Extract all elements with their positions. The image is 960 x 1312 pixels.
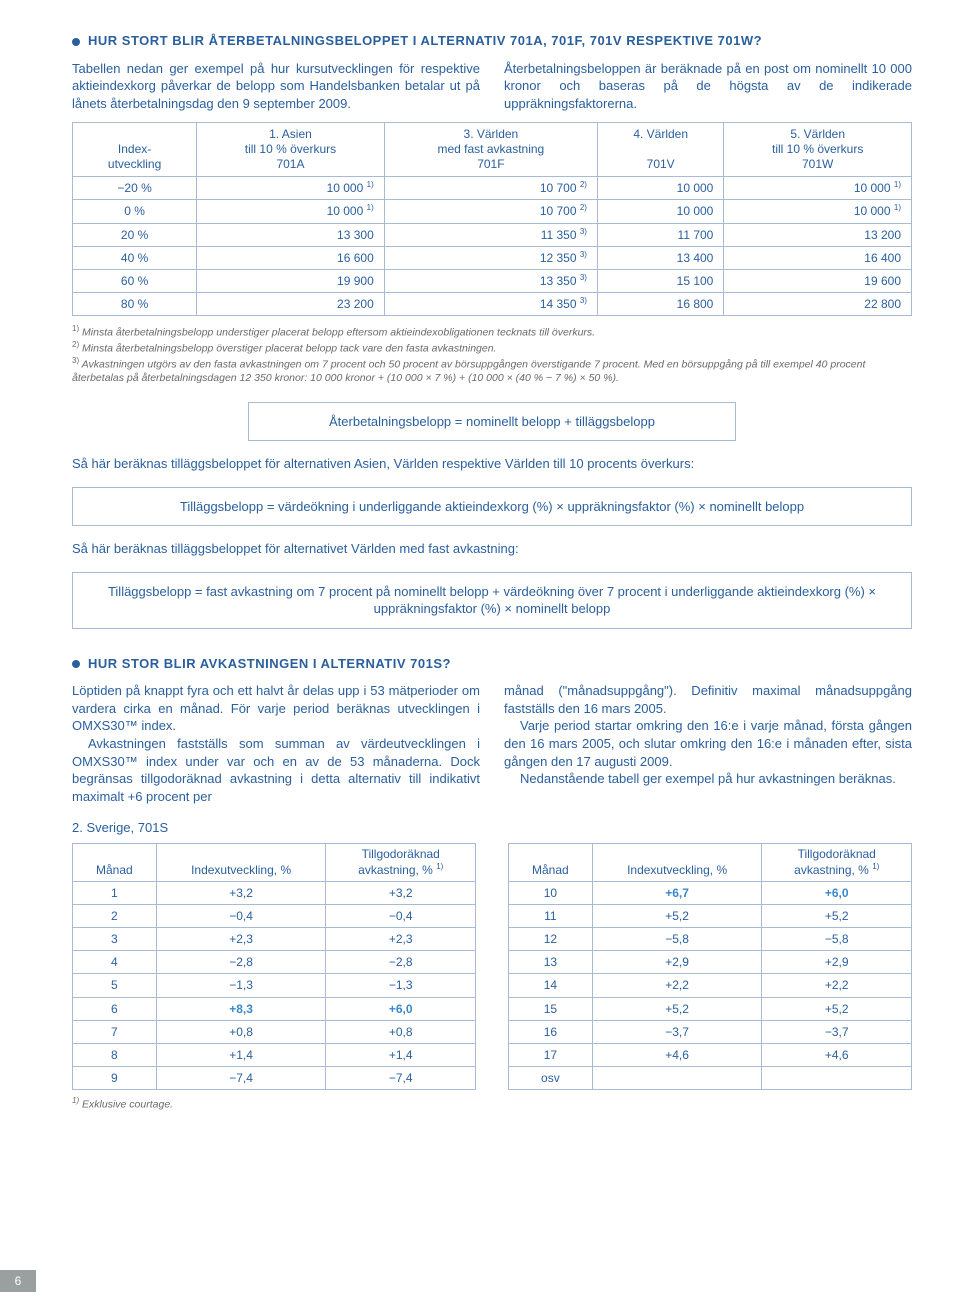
table-row: 14+2,2+2,2 bbox=[509, 974, 912, 997]
formula-box-1: Återbetalningsbelopp = nominellt belopp … bbox=[248, 402, 735, 442]
body2-columns: Löptiden på knappt fyra och ett halvt år… bbox=[72, 682, 912, 805]
table-row: 1+3,2+3,2 bbox=[73, 881, 476, 904]
monthly-tables-row: MånadIndexutveckling, %Tillgodoräknadavk… bbox=[72, 843, 912, 1091]
table-row: 15+5,2+5,2 bbox=[509, 997, 912, 1020]
table2-footnote: 1) Exklusive courtage. bbox=[72, 1096, 912, 1112]
table1-header: 4. Världen701V bbox=[597, 123, 723, 177]
table-row: 5−1,3−1,3 bbox=[73, 974, 476, 997]
monthly-table-left: MånadIndexutveckling, %Tillgodoräknadavk… bbox=[72, 843, 476, 1091]
intro-right: Återbetalningsbeloppen är beräknade på e… bbox=[504, 60, 912, 113]
table-row: 2−0,4−0,4 bbox=[73, 904, 476, 927]
page-number: 6 bbox=[0, 1270, 36, 1292]
table-row: 7+0,8+0,8 bbox=[73, 1020, 476, 1043]
table-row: 13+2,9+2,9 bbox=[509, 951, 912, 974]
body2-right-1: månad ("månadsuppgång"). Definitiv maxim… bbox=[504, 682, 912, 717]
table2-header: Tillgodoräknadavkastning, % 1) bbox=[326, 843, 476, 881]
repayment-table: Index-utveckling1. Asientill 10 % överku… bbox=[72, 122, 912, 316]
body2-right-2: Varje period startar omkring den 16:e i … bbox=[504, 717, 912, 770]
table-row: 12−5,8−5,8 bbox=[509, 928, 912, 951]
table1-header: 5. Världentill 10 % överkurs701W bbox=[724, 123, 912, 177]
table2-header: Månad bbox=[509, 843, 593, 881]
table-row: 4−2,8−2,8 bbox=[73, 951, 476, 974]
intro-left: Tabellen nedan ger exempel på hur kursut… bbox=[72, 60, 480, 113]
table1-header: 3. Världenmed fast avkastning701F bbox=[384, 123, 597, 177]
formula-box-2: Tilläggsbelopp = värdeökning i underligg… bbox=[72, 487, 912, 527]
table-row: −20 %10 000 1)10 700 2)10 00010 000 1) bbox=[73, 177, 912, 200]
table-row: 10+6,7+6,0 bbox=[509, 881, 912, 904]
table-row: 20 %13 30011 350 3)11 70013 200 bbox=[73, 223, 912, 246]
table2-header: Indexutveckling, % bbox=[156, 843, 326, 881]
body2-right-3: Nedanstående tabell ger exempel på hur a… bbox=[504, 770, 912, 788]
table-row: 3+2,3+2,3 bbox=[73, 928, 476, 951]
table-row: 8+1,4+1,4 bbox=[73, 1044, 476, 1067]
table-row: 60 %19 90013 350 3)15 10019 600 bbox=[73, 269, 912, 292]
body2-left-1: Löptiden på knappt fyra och ett halvt år… bbox=[72, 682, 480, 735]
table2-header: Tillgodoräknadavkastning, % 1) bbox=[762, 843, 912, 881]
table-row: 80 %23 20014 350 3)16 80022 800 bbox=[73, 293, 912, 316]
table-row: 0 %10 000 1)10 700 2)10 00010 000 1) bbox=[73, 200, 912, 223]
table2-caption: 2. Sverige, 701S bbox=[72, 819, 912, 837]
table-row: 6+8,3+6,0 bbox=[73, 997, 476, 1020]
table-row: 17+4,6+4,6 bbox=[509, 1044, 912, 1067]
table-row: 16−3,7−3,7 bbox=[509, 1020, 912, 1043]
table2-header: Indexutveckling, % bbox=[592, 843, 762, 881]
section-heading-2: HUR STOR BLIR AVKASTNINGEN I ALTERNATIV … bbox=[72, 655, 912, 673]
lead-text-2: Så här beräknas tilläggsbeloppet för alt… bbox=[72, 540, 912, 558]
table1-header: Index-utveckling bbox=[73, 123, 197, 177]
table2-header: Månad bbox=[73, 843, 157, 881]
lead-text-1: Så här beräknas tilläggsbeloppet för alt… bbox=[72, 455, 912, 473]
table-row: osv bbox=[509, 1067, 912, 1090]
table1-header: 1. Asientill 10 % överkurs701A bbox=[197, 123, 385, 177]
table-row: 11+5,2+5,2 bbox=[509, 904, 912, 927]
section-heading-1: HUR STORT BLIR ÅTERBETALNINGSBELOPPET I … bbox=[72, 32, 912, 50]
formula-box-3: Tilläggsbelopp = fast avkastning om 7 pr… bbox=[72, 572, 912, 629]
table-row: 40 %16 60012 350 3)13 40016 400 bbox=[73, 246, 912, 269]
table1-footnotes: 1) Minsta återbetalningsbelopp understig… bbox=[72, 324, 912, 385]
body2-left-2: Avkastningen fastställs som summan av vä… bbox=[72, 735, 480, 805]
monthly-table-right: MånadIndexutveckling, %Tillgodoräknadavk… bbox=[508, 843, 912, 1091]
table-row: 9−7,4−7,4 bbox=[73, 1067, 476, 1090]
intro-columns: Tabellen nedan ger exempel på hur kursut… bbox=[72, 60, 912, 113]
